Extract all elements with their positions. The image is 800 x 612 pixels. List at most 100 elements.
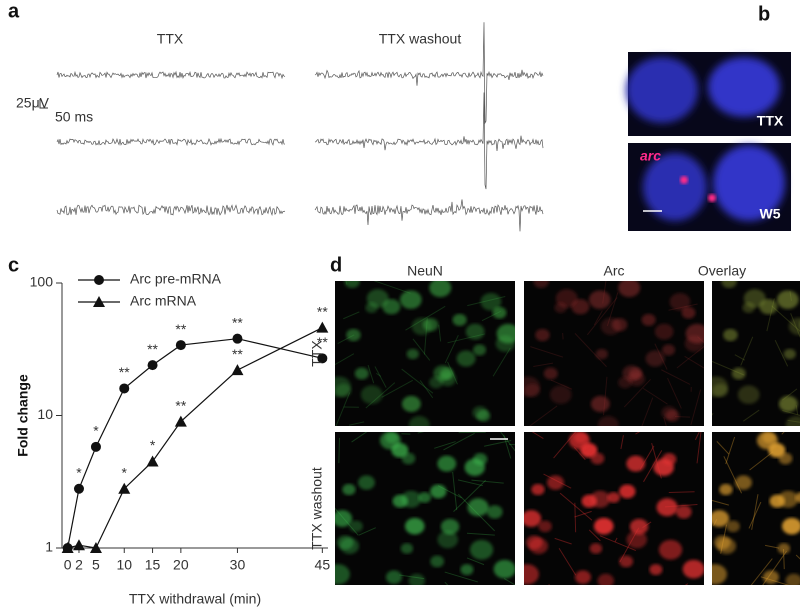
- neurite: [593, 310, 603, 326]
- neurite: [690, 389, 702, 426]
- x-tick-label: 0: [64, 557, 72, 573]
- neurite: [725, 436, 736, 465]
- cell: [533, 281, 549, 289]
- legend-label: Arc pre-mRNA: [130, 271, 222, 287]
- neurite: [553, 432, 577, 459]
- x-axis-label: TTX withdrawal (min): [129, 591, 261, 607]
- cell: [776, 290, 799, 309]
- neurite: [444, 571, 478, 583]
- cell: [538, 520, 552, 533]
- neurite: [684, 355, 704, 369]
- cell: [762, 570, 779, 584]
- traces: [56, 22, 544, 232]
- transcript-dot: [708, 194, 716, 202]
- neurite: [335, 353, 355, 366]
- neurite: [749, 451, 774, 471]
- neurite: [492, 347, 511, 377]
- x-tick-label: 30: [230, 557, 246, 573]
- cell: [669, 292, 691, 311]
- cell: [682, 559, 704, 579]
- cell: [778, 452, 793, 465]
- cell: [649, 564, 663, 576]
- marker: [89, 542, 102, 553]
- neurite: [338, 437, 340, 464]
- cell: [335, 383, 352, 398]
- cell: [717, 537, 737, 555]
- cell: [358, 475, 375, 490]
- cell: [574, 570, 591, 584]
- neurite: [503, 578, 515, 585]
- micrograph: [335, 281, 515, 426]
- neurite: [663, 416, 667, 426]
- nucleus: [708, 57, 780, 117]
- cell: [340, 537, 360, 555]
- legend-marker: [93, 296, 105, 307]
- neurite: [412, 338, 431, 361]
- cell: [742, 302, 755, 313]
- cell: [588, 290, 611, 309]
- cell: [618, 281, 641, 298]
- neurite: [751, 494, 759, 530]
- neurite: [574, 510, 592, 518]
- cell: [607, 492, 620, 503]
- cell: [465, 323, 485, 340]
- cell: [589, 543, 603, 554]
- marker: [175, 340, 186, 351]
- neurite: [716, 441, 730, 455]
- cell: [401, 490, 422, 508]
- cell: [778, 395, 798, 412]
- neurite: [444, 581, 449, 585]
- neurite: [765, 544, 780, 549]
- cell: [590, 452, 605, 465]
- x-tick-label: 10: [116, 557, 132, 573]
- cell: [626, 455, 646, 472]
- neurite: [500, 432, 515, 452]
- cell: [788, 317, 800, 335]
- cell: [547, 475, 564, 490]
- significance: **: [232, 346, 243, 362]
- cell: [486, 505, 503, 519]
- significance: *: [93, 423, 99, 439]
- neurite: [434, 441, 456, 449]
- cell: [712, 564, 727, 585]
- cell: [399, 290, 422, 309]
- neurite: [588, 529, 601, 542]
- cell: [595, 348, 608, 360]
- row-label: TTX washout: [309, 467, 325, 550]
- neurite: [643, 450, 663, 483]
- cell: [731, 367, 746, 380]
- panel-label: b: [758, 3, 770, 25]
- y-tick-label: 10: [37, 406, 53, 422]
- cell: [469, 539, 494, 560]
- neurite: [358, 527, 376, 536]
- scale-bar: [39, 99, 48, 109]
- cell: [496, 323, 515, 344]
- cell: [430, 555, 445, 568]
- cell: [662, 344, 676, 356]
- neurite: [558, 548, 577, 576]
- cell: [783, 348, 796, 360]
- gene-label: arc: [640, 148, 661, 164]
- neurite: [401, 368, 434, 394]
- cell: [344, 281, 360, 289]
- series-line: [67, 338, 323, 549]
- cell: [437, 530, 459, 549]
- cell: [622, 365, 641, 382]
- cell: [524, 510, 542, 527]
- cell: [597, 573, 615, 585]
- marker: [118, 482, 131, 494]
- cell: [756, 432, 778, 450]
- cell: [472, 406, 488, 420]
- neurite: [381, 379, 413, 398]
- cell: [464, 458, 485, 476]
- cell: [593, 517, 614, 535]
- neurite: [529, 405, 558, 426]
- cell: [422, 318, 439, 332]
- micrograph: [712, 281, 800, 426]
- scale-label: 25μV: [16, 95, 50, 111]
- cell: [712, 510, 730, 527]
- significance: **: [232, 314, 243, 330]
- neurite: [376, 372, 382, 377]
- cell: [452, 313, 467, 326]
